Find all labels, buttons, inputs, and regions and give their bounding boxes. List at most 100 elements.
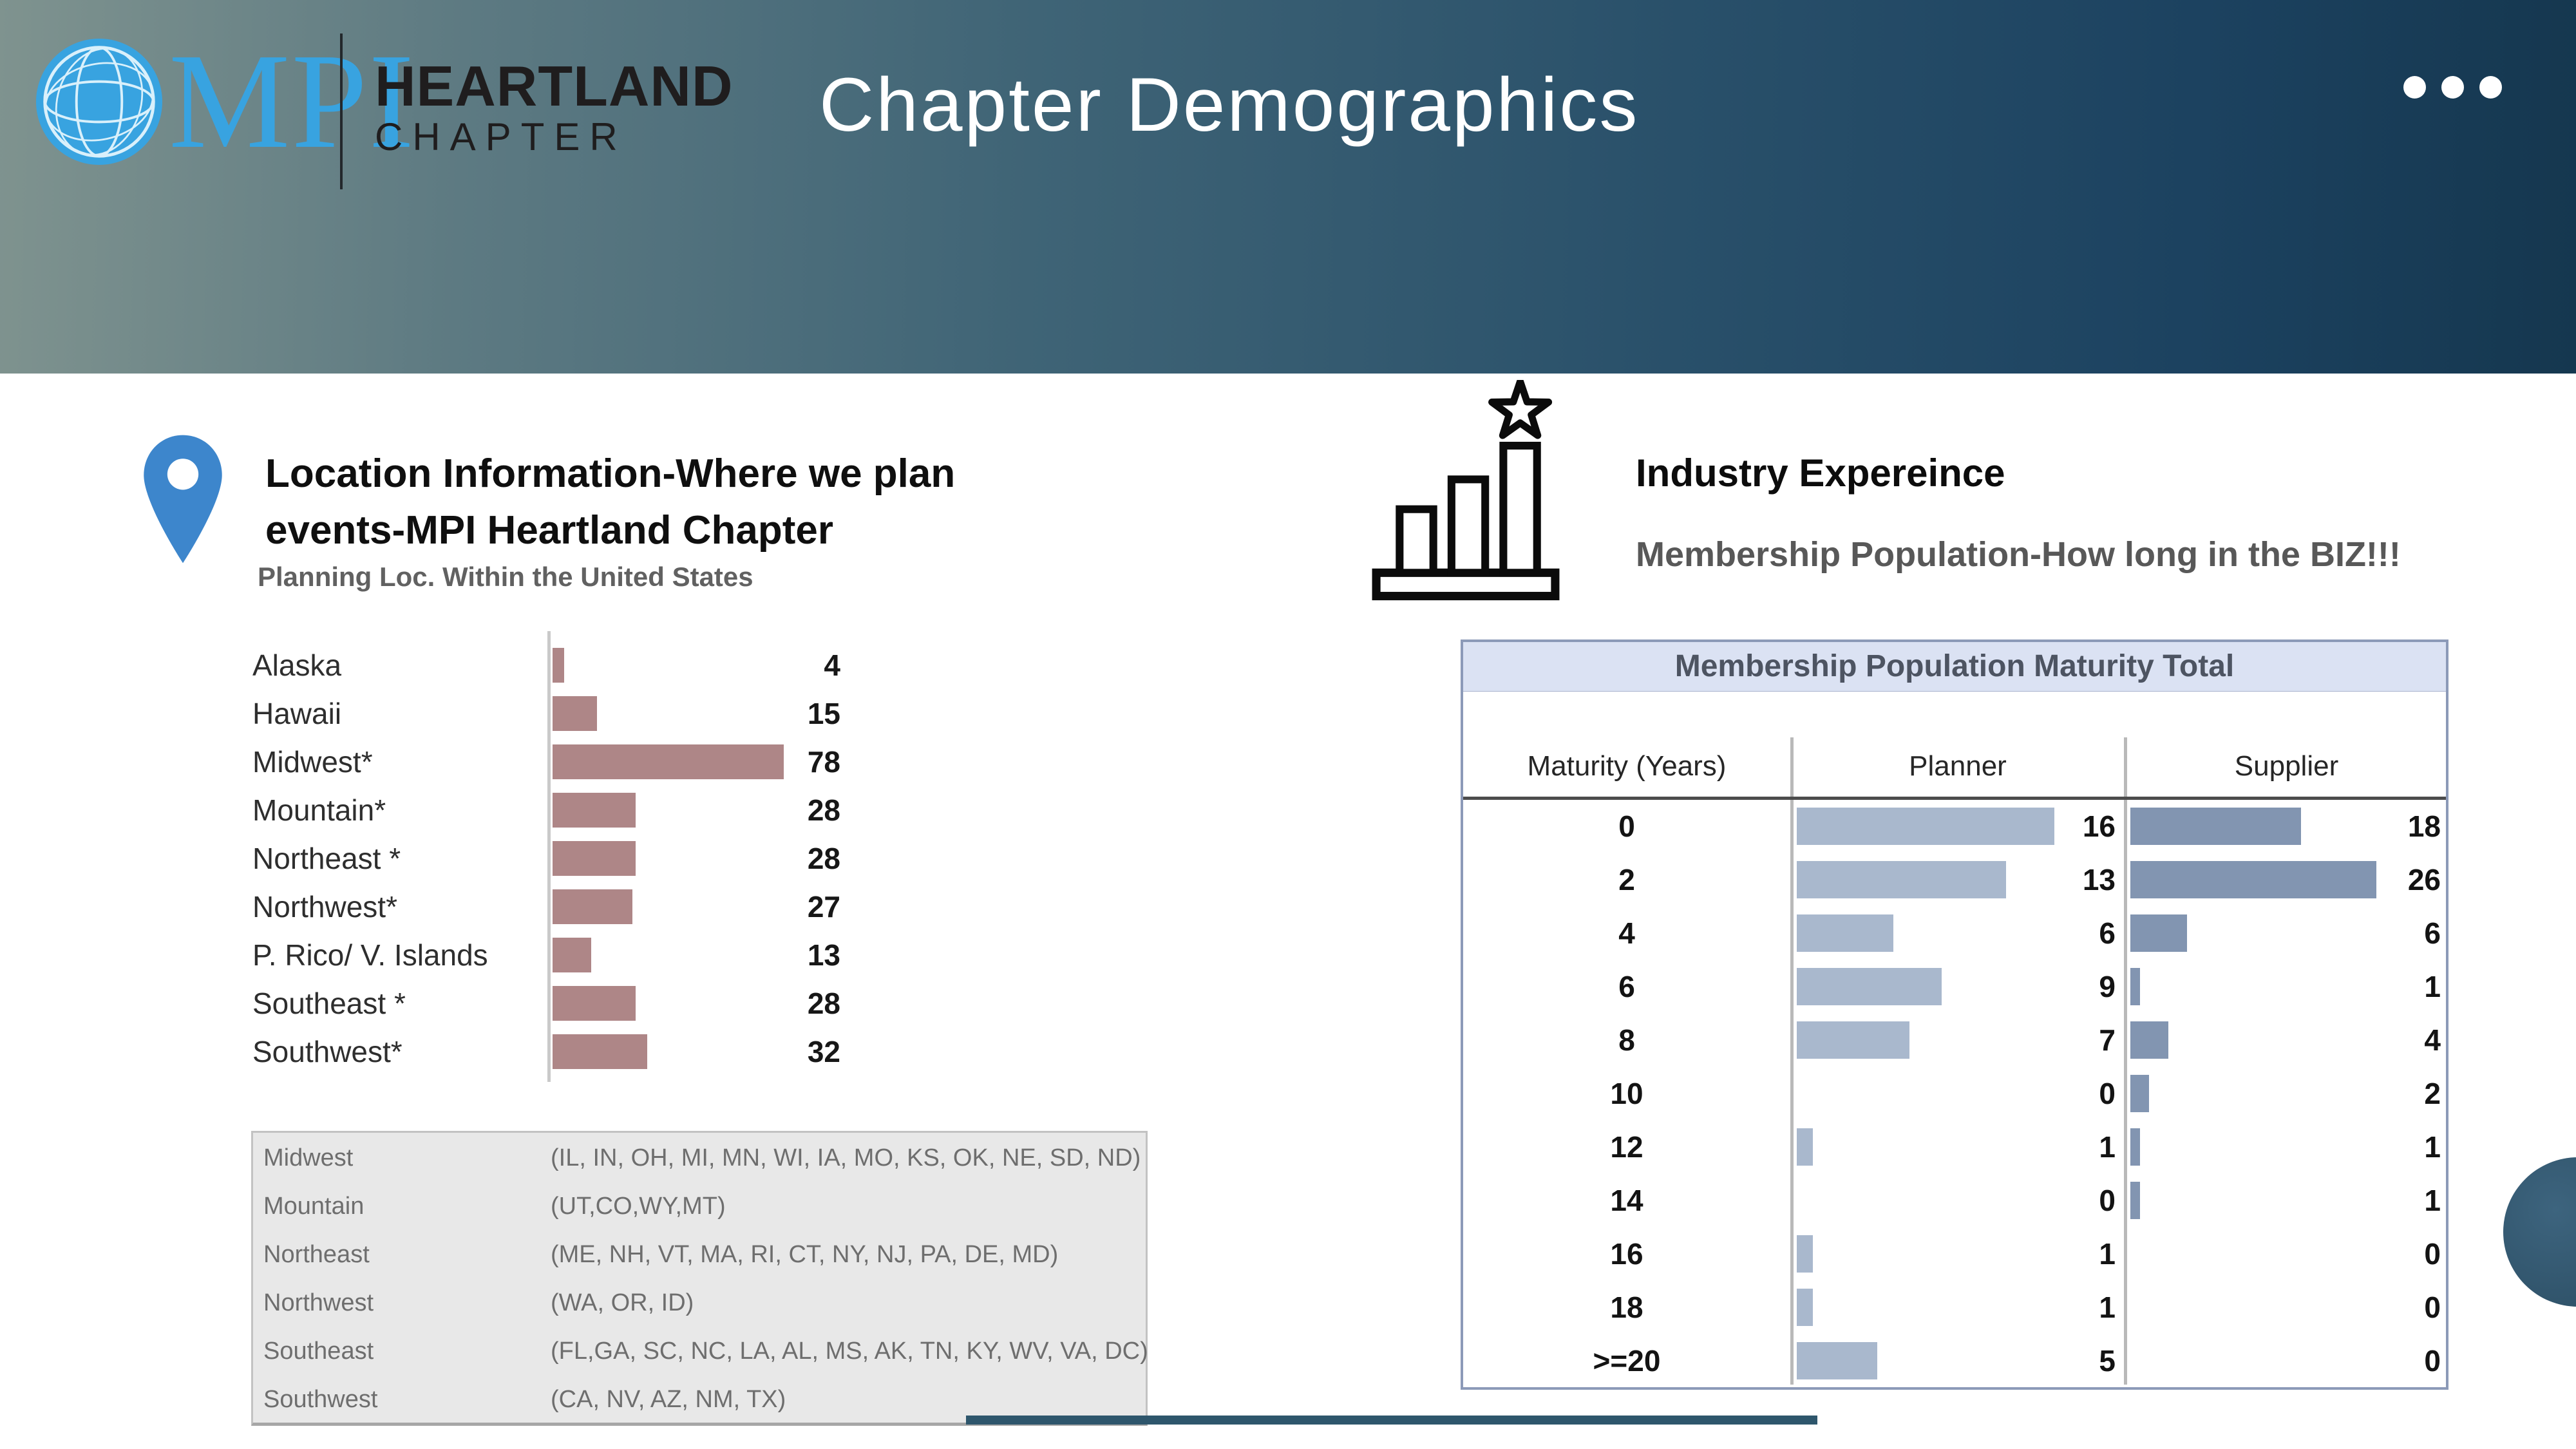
- planner-value: 7: [2099, 1023, 2116, 1057]
- maturity-row: 2 13 26: [1463, 853, 2446, 907]
- value-label: 78: [807, 745, 840, 779]
- value-label: 32: [807, 1035, 840, 1068]
- maturity-label: 10: [1610, 1077, 1643, 1110]
- value-label: 28: [807, 987, 840, 1020]
- supplier-value: 0: [2424, 1291, 2441, 1324]
- maturity-table-rows: 0 16 18 2 13 26 4 6 6 6 9 1 8 7 4 10 0 2 12 1 1 14 0 1 16 1 0 18 1 0 >…: [1463, 800, 2446, 1388]
- region-states: (IL, IN, OH, MI, MN, WI, IA, MO, KS, OK,…: [551, 1144, 1141, 1171]
- supplier-bar: [2130, 1075, 2149, 1112]
- planner-bar: [1797, 1289, 1813, 1326]
- region-row: Northwest (WA, OR, ID): [253, 1279, 1146, 1327]
- planner-bar: [1797, 968, 1942, 1005]
- planning-chart-row: Hawaii 15: [251, 690, 850, 738]
- membership-maturity-table: Membership Population Maturity Total Mat…: [1461, 639, 2448, 1390]
- maturity-label: 8: [1618, 1023, 1635, 1057]
- maturity-row: 4 6 6: [1463, 907, 2446, 960]
- region-row: Northeast (ME, NH, VT, MA, RI, CT, NY, NJ…: [253, 1231, 1146, 1279]
- supplier-bar: [2130, 1182, 2140, 1219]
- planner-bar: [1797, 1021, 1909, 1059]
- planning-chart-row: Midwest* 78: [251, 738, 850, 786]
- maturity-row: 10 0 2: [1463, 1067, 2446, 1121]
- column-header-supplier: Supplier: [2234, 750, 2339, 782]
- maturity-label: 16: [1610, 1237, 1643, 1271]
- supplier-value: 0: [2424, 1344, 2441, 1378]
- region-definitions-table: Midwest (IL, IN, OH, MI, MN, WI, IA, MO, …: [251, 1131, 1148, 1426]
- value-label: 28: [807, 793, 840, 827]
- region-states: (UT,CO,WY,MT): [551, 1193, 726, 1220]
- supplier-value: 4: [2424, 1023, 2441, 1057]
- chart-axis-line: [547, 631, 551, 1082]
- planner-bar: [1797, 914, 1893, 952]
- region-row: Southwest (CA, NV, AZ, NM, TX): [253, 1376, 1146, 1424]
- maturity-label: >=20: [1593, 1344, 1661, 1378]
- org-name: HEARTLAND: [375, 54, 734, 118]
- org-subname: CHAPTER: [375, 115, 627, 158]
- planning-chart-row: Northwest* 27: [251, 883, 850, 931]
- region-states: (FL,GA, SC, NC, LA, AL, MS, AK, TN, KY, …: [551, 1338, 1148, 1365]
- supplier-bar: [2130, 914, 2187, 952]
- bar: [553, 986, 636, 1021]
- planner-value: 5: [2099, 1344, 2116, 1378]
- value-label: 13: [807, 938, 840, 972]
- column-divider: [2124, 737, 2127, 1385]
- planning-chart-row: Southeast * 28: [251, 980, 850, 1028]
- chapter-wordmark: HEARTLAND CHAPTER: [375, 57, 734, 158]
- industry-section-heading: Industry Expereince: [1636, 451, 2005, 495]
- maturity-row: 0 16 18: [1463, 800, 2446, 853]
- maturity-label: 6: [1618, 970, 1635, 1003]
- region-states: (ME, NH, VT, MA, RI, CT, NY, NJ, PA, DE,…: [551, 1241, 1059, 1268]
- supplier-bar: [2130, 808, 2301, 845]
- supplier-value: 1: [2424, 1130, 2441, 1164]
- supplier-bar: [2130, 968, 2140, 1005]
- region-name: Southwest: [263, 1386, 378, 1413]
- region-name: Southeast: [263, 1338, 374, 1365]
- category-label: Northwest*: [252, 890, 397, 923]
- maturity-row: 12 1 1: [1463, 1121, 2446, 1174]
- maturity-row: >=20 5 0: [1463, 1334, 2446, 1388]
- ellipsis-dot-icon: [2441, 76, 2464, 99]
- bar: [553, 793, 636, 828]
- region-states: (CA, NV, AZ, NM, TX): [551, 1386, 786, 1413]
- ellipsis-dot-icon: [2403, 76, 2426, 99]
- planner-value: 6: [2099, 916, 2116, 950]
- maturity-label: 2: [1618, 863, 1635, 896]
- category-label: P. Rico/ V. Islands: [252, 938, 488, 972]
- maturity-row: 6 9 1: [1463, 960, 2446, 1014]
- bar-chart-award-icon: [1372, 380, 1560, 601]
- supplier-value: 1: [2424, 970, 2441, 1003]
- planning-chart-row: Northeast * 28: [251, 835, 850, 883]
- location-section-heading: Location Information-Where we plan event…: [265, 451, 956, 553]
- region-row: Midwest (IL, IN, OH, MI, MN, WI, IA, MO, …: [253, 1134, 1146, 1182]
- header-underline: [1463, 797, 2446, 800]
- planner-value: 9: [2099, 970, 2116, 1003]
- planner-value: 1: [2099, 1130, 2116, 1164]
- planner-bar: [1797, 1342, 1877, 1379]
- planner-bar: [1797, 1128, 1813, 1166]
- supplier-bar: [2130, 861, 2376, 898]
- maturity-label: 14: [1610, 1184, 1643, 1217]
- maturity-row: 16 1 0: [1463, 1227, 2446, 1281]
- planning-chart-row: Southwest* 32: [251, 1028, 850, 1076]
- planner-value: 1: [2099, 1237, 2116, 1271]
- value-label: 15: [807, 697, 840, 730]
- more-options-button[interactable]: [2403, 76, 2502, 99]
- bottom-accent-line: [966, 1416, 1817, 1425]
- supplier-bar: [2130, 1021, 2168, 1059]
- region-name: Midwest: [263, 1144, 354, 1171]
- category-label: Hawaii: [252, 697, 342, 730]
- supplier-value: 6: [2424, 916, 2441, 950]
- value-label: 27: [807, 890, 840, 923]
- category-label: Northeast *: [252, 842, 401, 875]
- bar: [553, 841, 636, 876]
- value-label: 4: [824, 649, 840, 682]
- mpi-globe-icon: [36, 39, 162, 165]
- region-states: (WA, OR, ID): [551, 1289, 694, 1316]
- corner-circle-decoration: [2503, 1157, 2576, 1307]
- bar: [553, 648, 564, 683]
- mpi-wordmark: MPI: [169, 25, 416, 176]
- slide-title: Chapter Demographics: [819, 62, 1640, 147]
- bar: [553, 1034, 647, 1069]
- supplier-value: 2: [2424, 1077, 2441, 1110]
- region-name: Northwest: [263, 1289, 374, 1316]
